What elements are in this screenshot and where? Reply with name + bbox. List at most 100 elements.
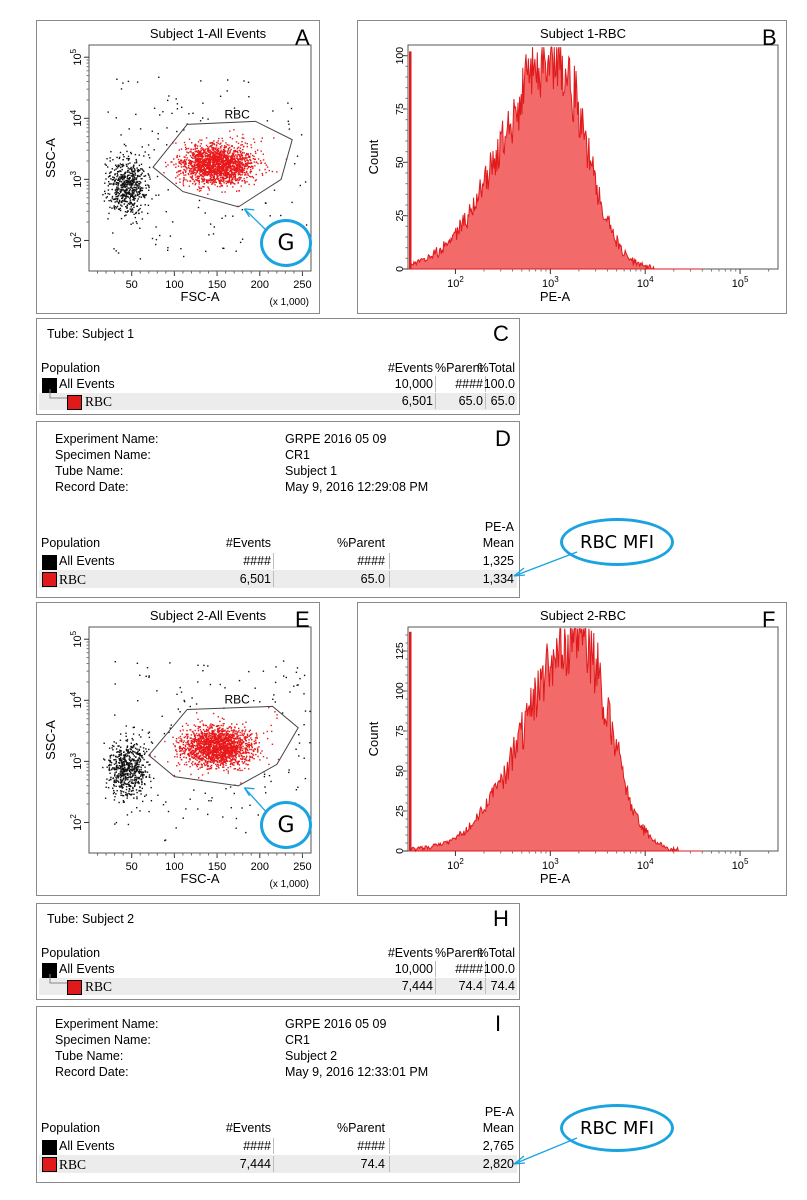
scatter-point	[173, 774, 176, 777]
scatter-point	[129, 199, 132, 201]
scatter-point	[198, 761, 200, 763]
scatter-point	[126, 175, 128, 178]
scatter-point	[248, 744, 250, 746]
scatter-point	[230, 159, 232, 162]
scatter-point	[225, 163, 227, 166]
scatter-point	[241, 740, 243, 742]
scatter-point	[229, 175, 231, 177]
scatter-point	[121, 174, 123, 176]
scatter-point	[125, 195, 128, 197]
scatter-point	[120, 204, 122, 206]
scatter-point	[170, 161, 172, 163]
scatter-point	[122, 200, 124, 202]
scatter-point	[226, 174, 228, 176]
scatter-point	[128, 783, 130, 786]
scatter-point	[115, 760, 117, 762]
scatter-point	[225, 768, 228, 771]
scatter-point	[127, 210, 129, 212]
scatter-point	[211, 731, 213, 733]
scatter-point	[221, 717, 224, 719]
scatter-point	[182, 752, 185, 754]
scatter-point	[241, 161, 243, 164]
scatter-point	[188, 754, 190, 756]
divider	[273, 553, 274, 569]
scatter-point	[120, 190, 122, 192]
scatter-point	[231, 162, 233, 164]
scatter-point	[208, 158, 210, 160]
scatter-point	[203, 739, 205, 741]
scatter-point	[261, 172, 263, 175]
scatter-point	[136, 761, 139, 763]
scatter-point	[237, 171, 240, 174]
scatter-point	[141, 146, 143, 148]
scatter-point	[227, 756, 229, 758]
scatter-point	[265, 171, 267, 174]
scatter-point	[200, 759, 203, 761]
scatter-point	[244, 731, 246, 733]
scatter-point	[234, 179, 237, 182]
scatter-point	[127, 80, 130, 83]
scatter-point	[225, 752, 228, 754]
scatter-point	[222, 755, 225, 757]
scatter-point	[264, 162, 266, 164]
scatter-point	[129, 748, 131, 750]
scatter-point	[123, 182, 125, 184]
panel-letter-d: D	[495, 426, 511, 451]
scatter-point	[226, 744, 228, 747]
scatter-point	[179, 747, 181, 750]
scatter-point	[225, 745, 227, 747]
scatter-point	[167, 810, 170, 813]
scatter-point	[236, 135, 238, 137]
scatter-point	[136, 791, 138, 794]
value-experiment-name: GRPE 2016 05 09	[285, 432, 387, 446]
scatter-point	[194, 763, 196, 765]
scatter-point	[175, 827, 177, 829]
scatter-point	[245, 154, 247, 156]
scatter-point	[123, 200, 125, 202]
scatter-point	[220, 157, 222, 159]
scatter-point	[114, 198, 116, 201]
row-events: 10,000	[394, 377, 433, 391]
scatter-point	[201, 139, 203, 141]
scatter-point	[209, 740, 211, 742]
scatter-point	[209, 223, 212, 225]
scatter-point	[128, 765, 131, 767]
scatter-point	[207, 742, 209, 745]
scatter-point	[229, 174, 231, 176]
scatter-point	[236, 155, 238, 158]
scatter-point	[216, 759, 218, 762]
scatter-point	[214, 736, 216, 738]
scatter-point	[169, 662, 171, 664]
scatter-point	[272, 698, 274, 700]
scatter-point	[121, 168, 123, 171]
scatter-point	[115, 250, 117, 252]
scatter-point	[219, 764, 222, 766]
scatter-point	[199, 767, 201, 769]
scatter-point	[219, 146, 222, 148]
scatter-point	[237, 745, 239, 747]
scatter-point	[135, 752, 137, 754]
scatter-point	[242, 751, 244, 753]
scatter-point	[176, 756, 178, 758]
scatter-point	[225, 154, 227, 156]
scatter-point	[211, 181, 213, 184]
scatter-point	[197, 162, 200, 164]
scatter-point	[199, 152, 201, 154]
scatter-point	[203, 180, 205, 183]
scatter-point	[191, 756, 193, 759]
scatter-point	[123, 756, 125, 758]
scatter-point	[183, 178, 185, 180]
scatter-point	[181, 106, 183, 108]
scatter-point	[212, 733, 214, 736]
scatter-point	[249, 744, 252, 746]
scatter-point	[131, 179, 133, 181]
tick-label: 104	[69, 109, 84, 126]
scatter-point	[221, 728, 223, 730]
scatter-point	[114, 772, 116, 774]
scatter-point	[245, 170, 248, 173]
scatter-point	[253, 158, 256, 160]
scatter-point	[124, 756, 126, 759]
scatter-point	[172, 736, 174, 738]
scatter-point	[197, 744, 200, 746]
scatter-point	[108, 183, 111, 185]
